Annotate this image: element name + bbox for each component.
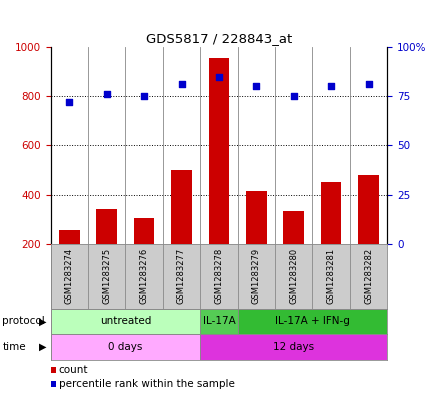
Text: GSM1283282: GSM1283282 bbox=[364, 248, 373, 304]
Bar bbox=[238, 309, 387, 334]
Bar bbox=[209, 58, 229, 244]
Point bbox=[141, 93, 148, 99]
Text: time: time bbox=[2, 342, 26, 352]
Point bbox=[178, 81, 185, 88]
Point bbox=[365, 81, 372, 88]
Point bbox=[327, 83, 335, 90]
Text: GSM1283275: GSM1283275 bbox=[102, 248, 111, 304]
Text: percentile rank within the sample: percentile rank within the sample bbox=[59, 378, 235, 389]
Text: count: count bbox=[59, 365, 88, 375]
Text: untreated: untreated bbox=[100, 316, 151, 326]
Point bbox=[103, 91, 110, 97]
Text: IL-17A + IFN-g: IL-17A + IFN-g bbox=[275, 316, 350, 326]
Text: GSM1283280: GSM1283280 bbox=[289, 248, 298, 304]
Bar bbox=[283, 211, 304, 244]
Bar bbox=[171, 170, 192, 244]
Text: GSM1283274: GSM1283274 bbox=[65, 248, 74, 304]
Bar bbox=[200, 309, 238, 334]
Text: GSM1283276: GSM1283276 bbox=[139, 248, 149, 304]
Bar bbox=[321, 182, 341, 244]
Bar bbox=[51, 309, 200, 334]
Title: GDS5817 / 228843_at: GDS5817 / 228843_at bbox=[146, 31, 292, 44]
Bar bbox=[358, 175, 379, 244]
Point bbox=[253, 83, 260, 90]
Bar bbox=[134, 218, 154, 244]
Text: 0 days: 0 days bbox=[108, 342, 143, 352]
Point bbox=[66, 99, 73, 105]
Text: GSM1283279: GSM1283279 bbox=[252, 248, 261, 304]
Text: GSM1283281: GSM1283281 bbox=[326, 248, 336, 304]
Text: IL-17A: IL-17A bbox=[202, 316, 235, 326]
Bar bbox=[96, 209, 117, 244]
Text: GSM1283277: GSM1283277 bbox=[177, 248, 186, 304]
Bar bbox=[51, 334, 200, 360]
Text: protocol: protocol bbox=[2, 316, 45, 326]
Text: 12 days: 12 days bbox=[273, 342, 314, 352]
Point bbox=[290, 93, 297, 99]
Bar bbox=[200, 334, 387, 360]
Text: ▶: ▶ bbox=[39, 316, 46, 326]
Text: ▶: ▶ bbox=[39, 342, 46, 352]
Bar bbox=[246, 191, 267, 244]
Bar bbox=[59, 230, 80, 244]
Text: GSM1283278: GSM1283278 bbox=[214, 248, 224, 304]
Point bbox=[216, 73, 222, 80]
